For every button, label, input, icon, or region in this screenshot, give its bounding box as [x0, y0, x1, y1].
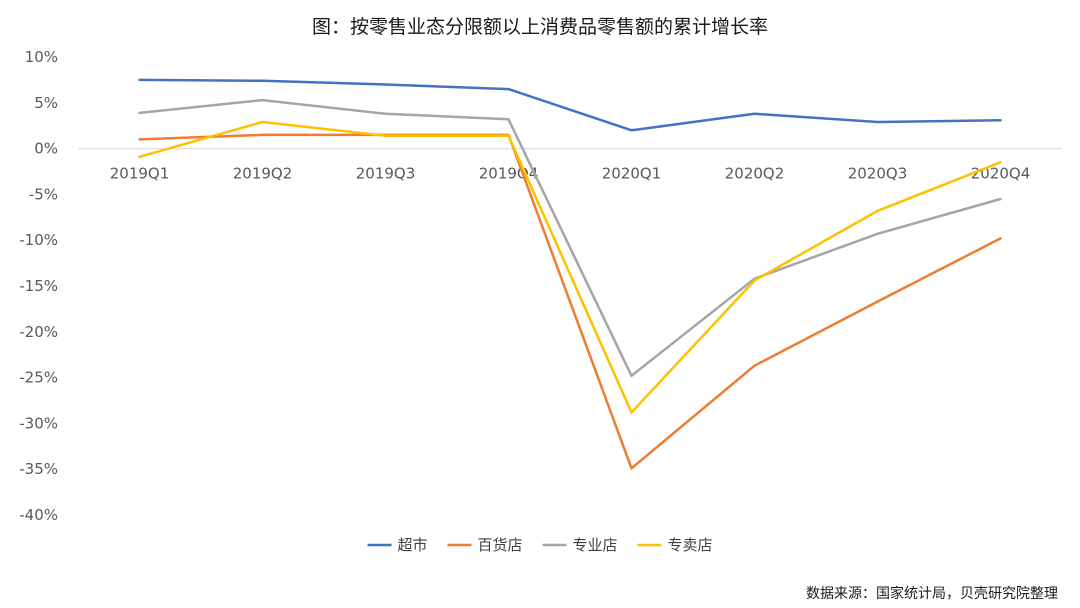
x-axis-ticks: 2019Q1 2019Q2 2019Q3 2019Q4 2020Q1 2020Q2 2020…: [110, 165, 1031, 183]
series-line-1: [138, 78, 1002, 132]
legend-item: 百货店: [447, 536, 523, 554]
series-lines: [138, 78, 1002, 470]
y-tick-label: -35%: [19, 460, 58, 478]
y-tick-label: -30%: [19, 414, 58, 432]
y-tick-label: -25%: [19, 369, 58, 387]
x-tick-label: 2019Q3: [356, 165, 416, 183]
y-tick-label: -20%: [19, 323, 58, 341]
x-tick-label: 2020Q4: [971, 165, 1031, 183]
chart-title: 图：按零售业态分限额以上消费品零售额的累计增长率: [312, 16, 768, 38]
source-note: 数据来源：国家统计局，贝壳研究院整理: [806, 585, 1058, 602]
x-tick-label: 2020Q3: [848, 165, 908, 183]
series-line-2: [138, 133, 1002, 470]
y-tick-label: 5%: [34, 94, 58, 112]
y-tick-label: 10%: [25, 48, 58, 66]
series-line-3: [138, 98, 1002, 378]
series-line-4: [138, 120, 1002, 414]
x-tick-label: 2020Q1: [602, 165, 662, 183]
legend-item: 超市: [367, 536, 428, 554]
legend-item: 专业店: [542, 536, 618, 554]
y-tick-label: -40%: [19, 506, 58, 524]
legend-label: 百货店: [478, 536, 523, 554]
legend: 超市 百货店 专业店 专卖店: [367, 536, 713, 554]
legend-label: 专业店: [573, 536, 618, 554]
y-tick-label: -10%: [19, 231, 58, 249]
legend-item: 专卖店: [637, 536, 713, 554]
x-tick-label: 2019Q2: [233, 165, 293, 183]
y-tick-label: -15%: [19, 277, 58, 295]
legend-label: 超市: [398, 536, 428, 554]
x-tick-label: 2020Q2: [725, 165, 785, 183]
legend-label: 专卖店: [668, 536, 713, 554]
y-tick-label: -5%: [29, 185, 58, 203]
x-tick-label: 2019Q1: [110, 165, 170, 183]
y-axis-ticks: 10% 5% 0% -5% -10% -15% -20% -25% -30% -35% -40%: [19, 48, 58, 524]
y-tick-label: 0%: [34, 140, 58, 158]
